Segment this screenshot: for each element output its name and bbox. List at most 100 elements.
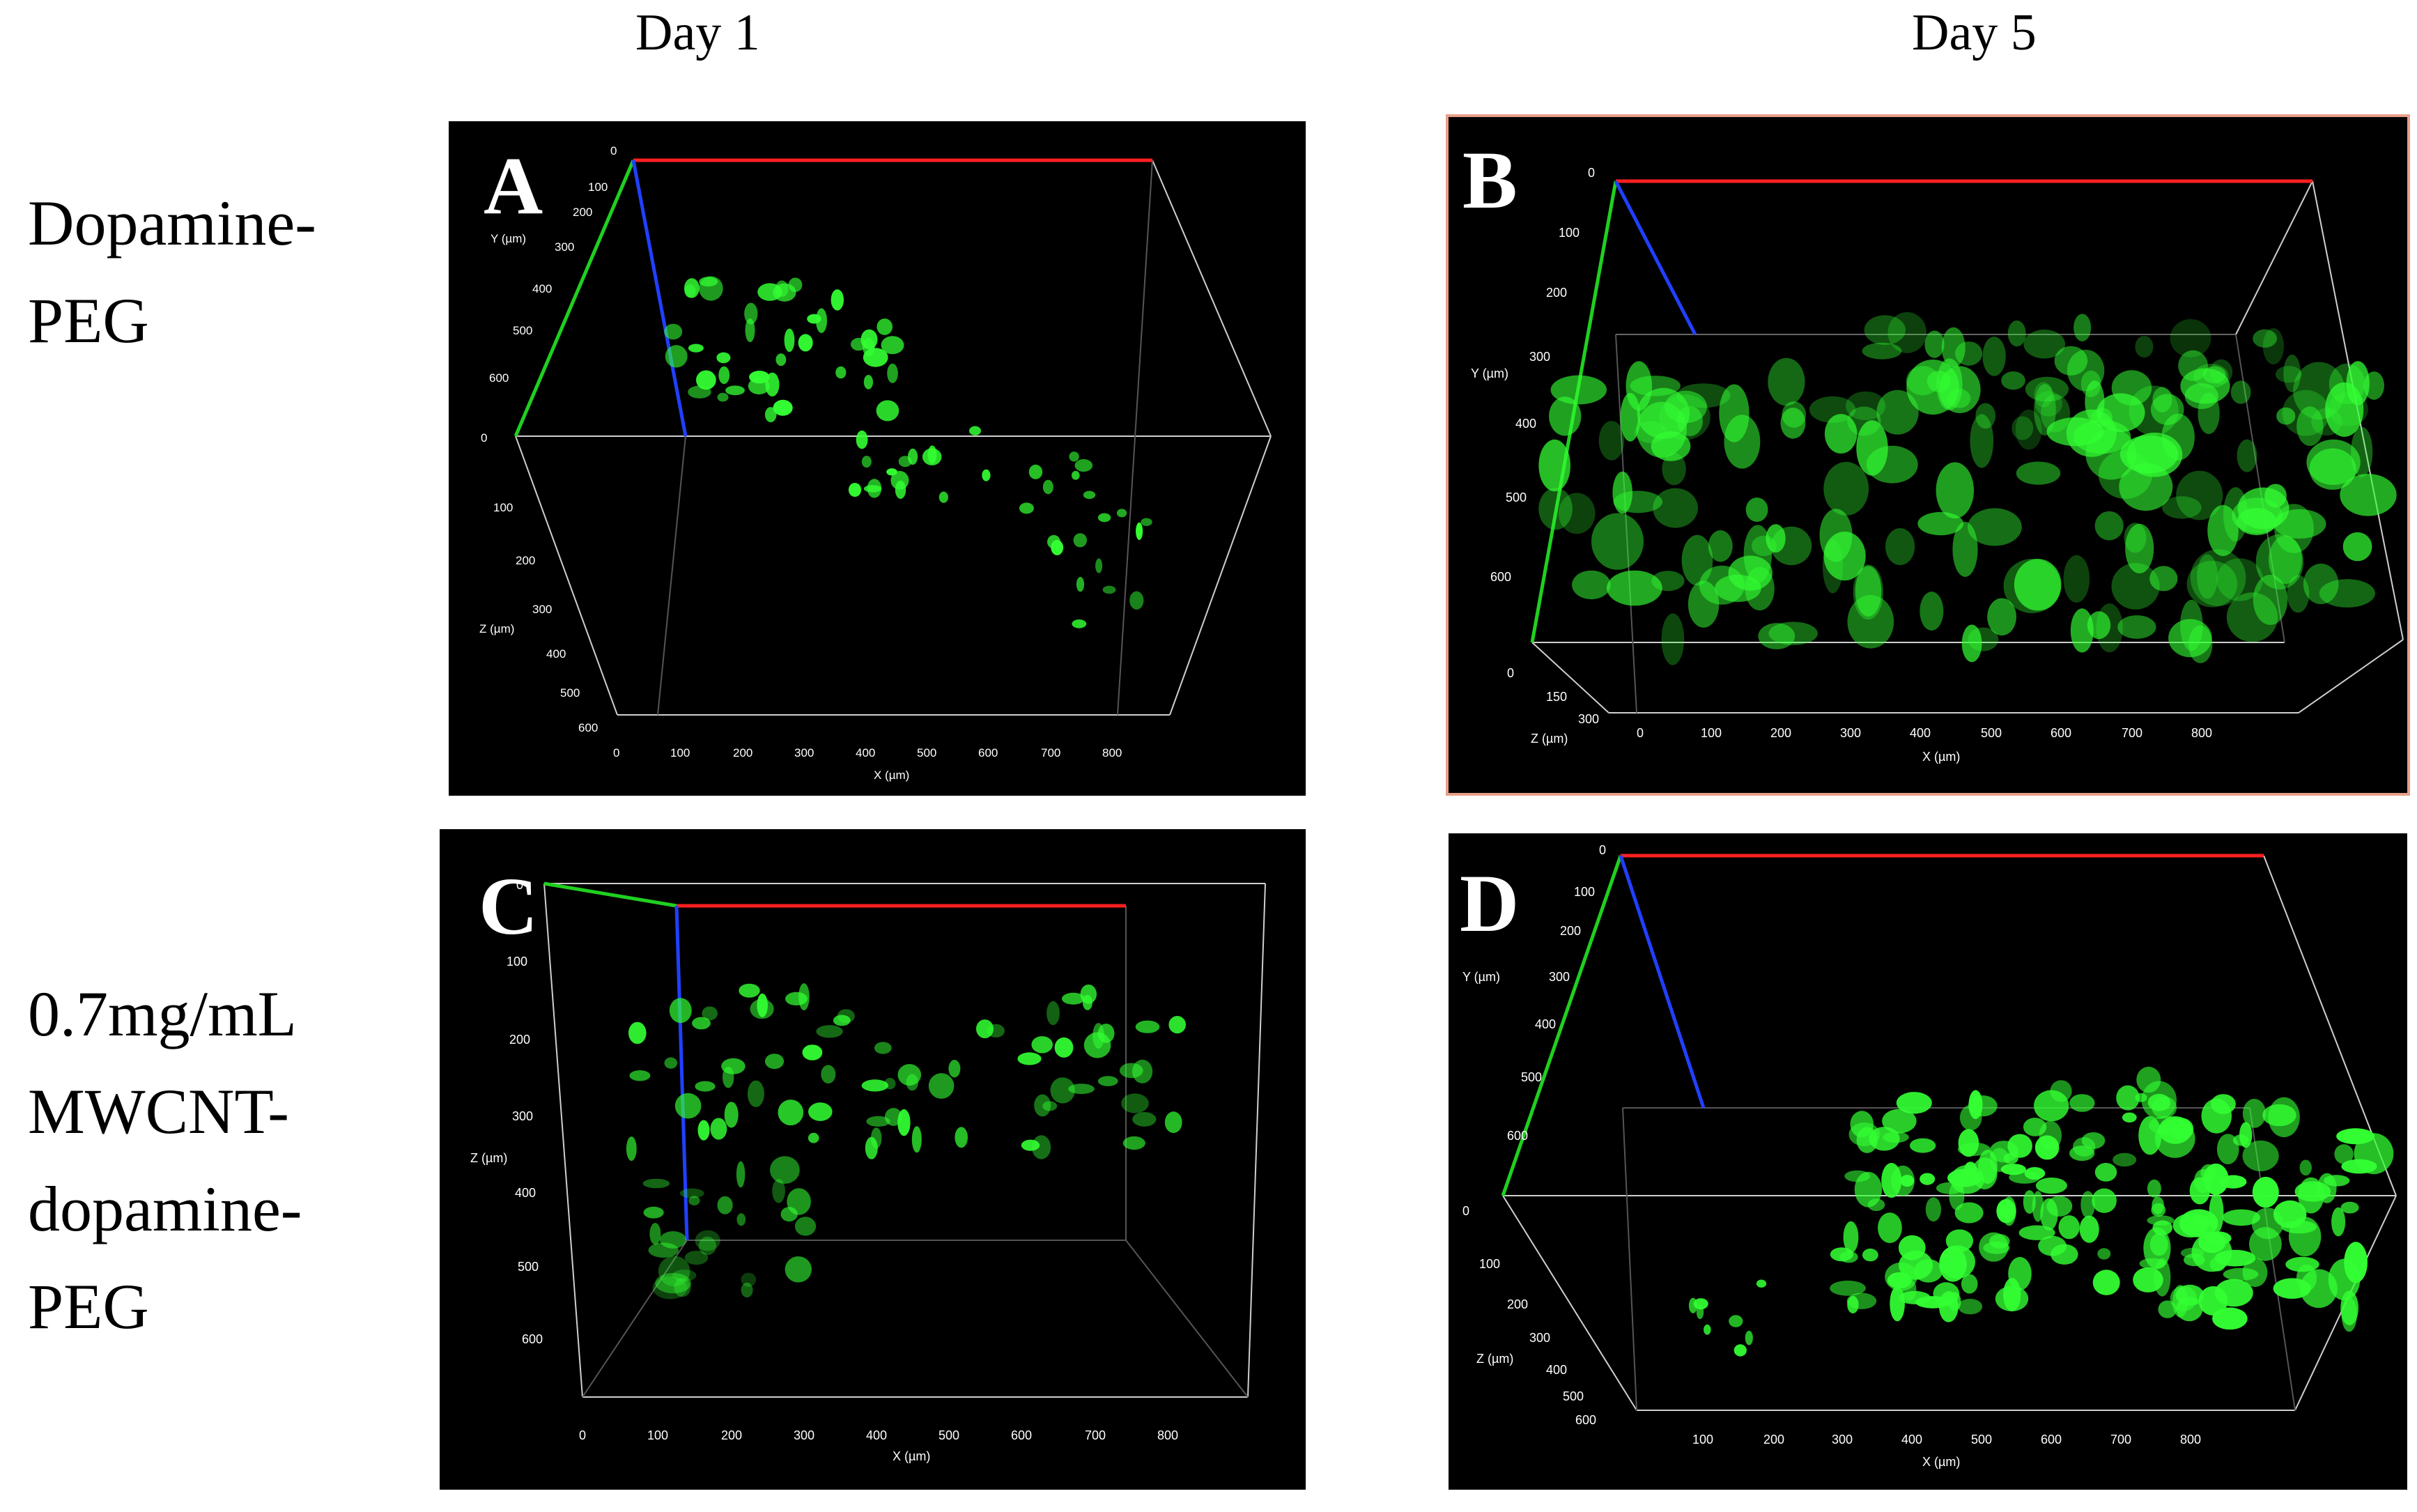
- x-tick: 0: [1637, 726, 1644, 740]
- fluorescent-cell: [702, 1006, 718, 1021]
- fluorescent-cell: [874, 1042, 892, 1054]
- fluorescent-cell: [1853, 564, 1883, 620]
- fluorescent-cell: [1074, 459, 1093, 472]
- fluorescent-cell: [2067, 349, 2105, 392]
- fluorescent-cell: [1028, 464, 1043, 479]
- fluorescent-cell: [2216, 558, 2263, 601]
- z-tick: 300: [1529, 1331, 1550, 1345]
- fluorescent-cell: [1019, 502, 1034, 514]
- fluorescent-cell: [770, 1156, 800, 1184]
- fluorescent-cell: [736, 1161, 746, 1188]
- x-tick: 600: [2041, 1433, 2062, 1447]
- fluorescent-cell: [642, 1178, 670, 1189]
- fluorescent-cell: [2054, 346, 2088, 376]
- x-tick: 500: [1981, 726, 2002, 740]
- fluorescent-cell: [1982, 337, 2006, 376]
- fluorescent-cell: [2097, 1248, 2111, 1260]
- fluorescent-cell: [2253, 574, 2288, 625]
- fluorescent-cell: [1708, 530, 1733, 562]
- fluorescent-cell: [2050, 1080, 2072, 1102]
- fluorescent-cell: [2197, 554, 2218, 599]
- x-tick: 400: [866, 1428, 887, 1442]
- fluorescent-cell: [1164, 1111, 1182, 1134]
- fluorescent-cell: [1958, 1299, 1983, 1315]
- z-axis-label: Z (µm): [1476, 1352, 1513, 1366]
- fluorescent-cell: [802, 1044, 823, 1060]
- z-axis-label: Z (µm): [470, 1151, 507, 1165]
- fluorescent-cell: [2214, 1279, 2253, 1307]
- fluorescent-cell: [2116, 1085, 2140, 1111]
- fluorescent-cell: [890, 470, 909, 490]
- fluorescent-cell: [1572, 570, 1611, 600]
- x-tick: 400: [1901, 1433, 1922, 1447]
- fluorescent-cell: [2136, 1066, 2161, 1093]
- x-tick: 0: [613, 746, 619, 759]
- fluorescent-cell: [2262, 1104, 2296, 1127]
- fluorescent-cell: [2222, 1209, 2260, 1226]
- x-tick: 200: [733, 746, 752, 759]
- fluorescent-cell: [1830, 1280, 1866, 1296]
- fluorescent-cell: [1756, 1279, 1767, 1288]
- fluorescent-cell: [2351, 426, 2373, 477]
- fluorescent-cell: [2034, 1135, 2060, 1160]
- fluorescent-cell: [2273, 509, 2326, 539]
- fluorescent-cell: [1768, 357, 1805, 406]
- fluorescent-cell: [2285, 1256, 2319, 1272]
- fluorescent-cell: [784, 328, 795, 353]
- bounding-box: [543, 883, 1266, 1398]
- fluorescent-cell: [1168, 1016, 1186, 1034]
- fluorescent-cell: [785, 1256, 812, 1283]
- fluorescent-cell: [2111, 370, 2152, 406]
- fluorescent-cell: [1896, 1092, 1932, 1114]
- fluorescent-cells: [1538, 312, 2397, 665]
- x-tick: 100: [1701, 726, 1722, 740]
- fluorescent-cell: [1768, 622, 1818, 645]
- fluorescent-cell: [2152, 1196, 2164, 1214]
- fluorescent-cell: [2180, 1247, 2204, 1258]
- fluorescent-cell: [2135, 336, 2154, 358]
- fluorescent-cell: [2178, 350, 2208, 381]
- fluorescent-cell: [860, 329, 878, 350]
- fluorescent-cell: [2242, 1140, 2279, 1171]
- z-tick: 100: [507, 955, 527, 969]
- z-axis-label: Z (µm): [1531, 732, 1568, 746]
- y-tick: 200: [1546, 286, 1567, 300]
- fluorescent-cell: [1704, 1324, 1711, 1335]
- fluorescent-cell: [688, 1196, 700, 1205]
- fluorescent-cell: [863, 348, 888, 367]
- fluorescent-cell: [1824, 414, 1858, 454]
- fluorescent-cell: [1979, 1232, 2009, 1262]
- fluorescent-cell: [871, 1127, 882, 1149]
- fluorescent-cell: [2150, 394, 2184, 425]
- fluorescent-cell: [887, 363, 898, 383]
- fluorescent-cell: [798, 334, 813, 352]
- y-tick: 400: [532, 282, 552, 295]
- fluorescent-cell: [2124, 523, 2147, 553]
- z-axis-line: [1614, 180, 1697, 336]
- fluorescent-cell: [897, 1109, 911, 1136]
- fluorescent-cell: [2034, 382, 2053, 408]
- fluorescent-cell: [1591, 513, 1644, 570]
- fluorescent-cell: [1097, 513, 1111, 523]
- fluorescent-cell: [716, 352, 731, 364]
- x-tick: 800: [1157, 1428, 1178, 1442]
- fluorescent-cell: [833, 1015, 851, 1026]
- fluorescent-cell: [757, 283, 782, 301]
- column-title-day1: Day 1: [635, 4, 760, 61]
- fluorescent-cell: [1116, 509, 1127, 518]
- fluorescent-cell: [649, 1223, 661, 1245]
- fluorescent-cell: [652, 1276, 688, 1299]
- fluorescent-cell: [672, 1270, 697, 1281]
- fluorescent-cell: [1068, 1083, 1095, 1095]
- x-tick: 100: [670, 746, 690, 759]
- fluorescent-cell: [2096, 603, 2123, 653]
- fluorescent-cell: [773, 399, 793, 416]
- fluorescent-cell: [710, 1118, 727, 1140]
- fluorescent-cell: [764, 407, 777, 423]
- fluorescent-cell: [2035, 1178, 2067, 1194]
- fluorescent-cell: [744, 302, 758, 325]
- fluorescent-cell: [2016, 461, 2061, 485]
- fluorescent-cell: [2094, 1163, 2117, 1182]
- fluorescent-cell: [1989, 1141, 2019, 1163]
- z-tick: 400: [546, 647, 566, 661]
